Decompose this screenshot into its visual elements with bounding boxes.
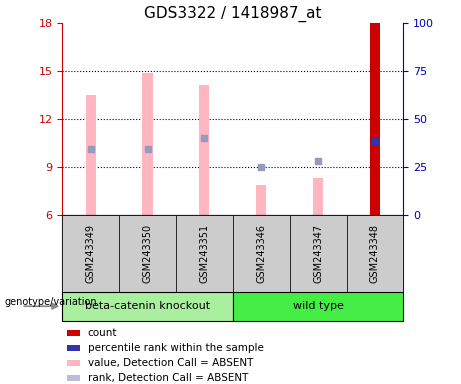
Bar [86,95,96,215]
Bar [347,215,403,292]
Point [371,138,378,144]
Point [371,138,378,144]
Text: wild type: wild type [293,301,343,311]
Text: GSM243351: GSM243351 [199,224,209,283]
Text: rank, Detection Call = ABSENT: rank, Detection Call = ABSENT [88,373,248,383]
Bar [370,23,380,215]
Text: GSM243348: GSM243348 [370,224,380,283]
Text: GSM243346: GSM243346 [256,224,266,283]
Bar [62,215,119,292]
Bar [67,330,80,336]
Bar [67,345,80,351]
Bar [142,73,153,215]
Point [314,157,322,164]
Text: count: count [88,328,117,338]
Text: value, Detection Call = ABSENT: value, Detection Call = ABSENT [88,358,253,368]
Bar [67,375,80,381]
Bar [176,215,233,292]
Bar [199,86,209,215]
Text: GSM243349: GSM243349 [86,224,96,283]
Title: GDS3322 / 1418987_at: GDS3322 / 1418987_at [144,5,322,22]
Bar [233,292,403,321]
Bar [313,178,323,215]
Point [201,135,208,141]
Text: genotype/variation: genotype/variation [5,296,97,307]
Bar [62,292,233,321]
Bar [233,215,290,292]
Text: beta-catenin knockout: beta-catenin knockout [85,301,210,311]
Point [144,146,151,152]
Bar [119,215,176,292]
Text: percentile rank within the sample: percentile rank within the sample [88,343,264,353]
Bar [290,215,347,292]
Point [258,164,265,170]
Bar [256,185,266,215]
Bar [67,360,80,366]
Point [87,146,95,152]
Text: GSM243347: GSM243347 [313,224,323,283]
Bar [370,23,380,215]
Text: GSM243350: GSM243350 [142,224,153,283]
